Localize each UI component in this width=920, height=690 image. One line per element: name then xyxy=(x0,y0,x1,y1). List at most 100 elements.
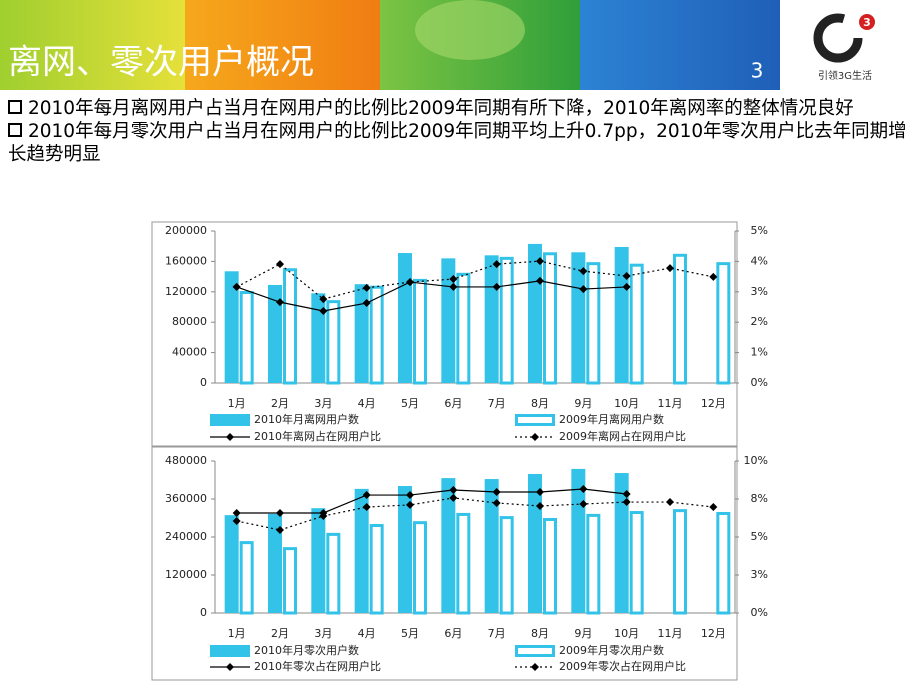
y2-tick-label: 0% xyxy=(751,606,768,619)
banner-block xyxy=(580,0,780,90)
line-point xyxy=(666,264,674,273)
line-point xyxy=(406,491,414,500)
y-tick-label: 0 xyxy=(200,606,207,619)
line-point xyxy=(232,282,241,291)
legend-label: 2009年月零次用户数 xyxy=(559,643,664,657)
line-point xyxy=(362,491,371,500)
x-tick-label: 5月 xyxy=(401,627,419,640)
legend-label: 2010年零次占在网用户比 xyxy=(254,659,381,673)
x-tick-label: 3月 xyxy=(314,627,332,640)
line-point xyxy=(622,282,631,291)
chart-frame xyxy=(151,221,738,447)
bar xyxy=(311,293,326,383)
line-point xyxy=(449,282,458,291)
line-point xyxy=(492,282,501,291)
logo-badge: 3 xyxy=(863,16,871,29)
bar xyxy=(398,253,412,383)
x-tick-label: 7月 xyxy=(488,397,506,410)
legend-label: 2009年月离网用户数 xyxy=(559,412,664,426)
y2-tick-label: 10% xyxy=(744,454,768,467)
line-point xyxy=(492,498,501,507)
x-tick-label: 4月 xyxy=(358,397,376,410)
bar xyxy=(239,541,254,615)
x-tick-label: 10月 xyxy=(614,627,639,640)
line-point xyxy=(276,508,284,517)
bar xyxy=(673,253,687,385)
line-point xyxy=(406,278,414,287)
bar xyxy=(283,547,297,615)
legend-label: 2009年零次占在网用户比 xyxy=(559,659,686,673)
line-point xyxy=(319,512,328,521)
bullet-text: 2010年每月零次用户占当月在网用户的比例比2009年同期平均上升0.7pp，2… xyxy=(8,121,907,165)
bar xyxy=(224,271,239,383)
x-tick-label: 3月 xyxy=(314,397,332,410)
chart-frame xyxy=(151,446,738,681)
bar xyxy=(354,284,369,383)
y-tick-label: 240000 xyxy=(165,530,207,543)
line-point xyxy=(449,275,458,284)
line-point xyxy=(536,488,544,497)
line-point xyxy=(319,295,328,304)
banner-deco xyxy=(415,0,525,60)
line-point xyxy=(622,498,631,507)
bar xyxy=(499,516,514,615)
bar xyxy=(224,515,239,613)
bar xyxy=(369,524,384,615)
x-tick-label: 10月 xyxy=(614,397,639,410)
y2-tick-label: 8% xyxy=(751,492,768,505)
y2-tick-label: 2% xyxy=(751,315,768,328)
x-tick-label: 5月 xyxy=(401,397,419,410)
y-tick-label: 0 xyxy=(200,376,207,389)
bar xyxy=(716,262,731,385)
bullet-text: 2010年每月离网用户占当月在网用户的比例比2009年同期有所下降，2010年离… xyxy=(28,98,854,119)
bar xyxy=(268,284,282,383)
bar xyxy=(398,486,412,613)
logo-slogan: 引领3G生活 xyxy=(818,69,872,82)
line-point xyxy=(536,501,544,510)
bar xyxy=(499,256,514,385)
line-point xyxy=(536,276,544,285)
logo-g xyxy=(813,13,863,63)
bar xyxy=(326,532,341,615)
y2-tick-label: 3% xyxy=(751,568,768,581)
bar xyxy=(716,511,731,615)
legend-label: 2010年月零次用户数 xyxy=(254,643,359,657)
x-tick-label: 11月 xyxy=(658,627,683,640)
bullet-list: 2010年每月离网用户占当月在网用户的比例比2009年同期有所下降，2010年离… xyxy=(8,97,908,166)
line-point xyxy=(622,271,631,280)
y2-tick-label: 3% xyxy=(751,285,768,298)
legend-swatch xyxy=(210,414,250,426)
x-tick-label: 1月 xyxy=(228,397,246,410)
bar xyxy=(441,258,456,383)
bar xyxy=(283,268,297,385)
line-point xyxy=(276,260,284,269)
line-point xyxy=(362,299,371,308)
y-tick-label: 480000 xyxy=(165,454,207,467)
x-tick-label: 11月 xyxy=(658,397,683,410)
y2-tick-label: 1% xyxy=(751,346,768,359)
bullet: 2010年每月零次用户占当月在网用户的比例比2009年同期平均上升0.7pp，2… xyxy=(8,120,908,166)
x-tick-label: 6月 xyxy=(444,627,462,640)
bar xyxy=(543,518,557,615)
bar xyxy=(484,255,499,383)
bar xyxy=(369,285,384,385)
x-tick-label: 1月 xyxy=(228,627,246,640)
bar xyxy=(673,509,687,615)
line-point xyxy=(232,517,241,526)
line-series xyxy=(236,280,627,312)
slide-title: 离网、零次用户概况 xyxy=(8,43,314,83)
line-point xyxy=(709,503,718,512)
legend-label: 2010年离网占在网用户比 xyxy=(254,429,381,443)
bar xyxy=(456,512,471,615)
y2-tick-label: 4% xyxy=(751,254,768,267)
legend-label: 2009年离网占在网用户比 xyxy=(559,429,686,443)
line-series xyxy=(236,260,714,300)
bar xyxy=(629,511,644,615)
line-point xyxy=(276,298,284,307)
line-point xyxy=(579,267,588,276)
y-tick-label: 120000 xyxy=(165,285,207,298)
bar xyxy=(484,479,499,613)
y2-tick-label: 0% xyxy=(751,376,768,389)
x-tick-label: 9月 xyxy=(574,627,592,640)
